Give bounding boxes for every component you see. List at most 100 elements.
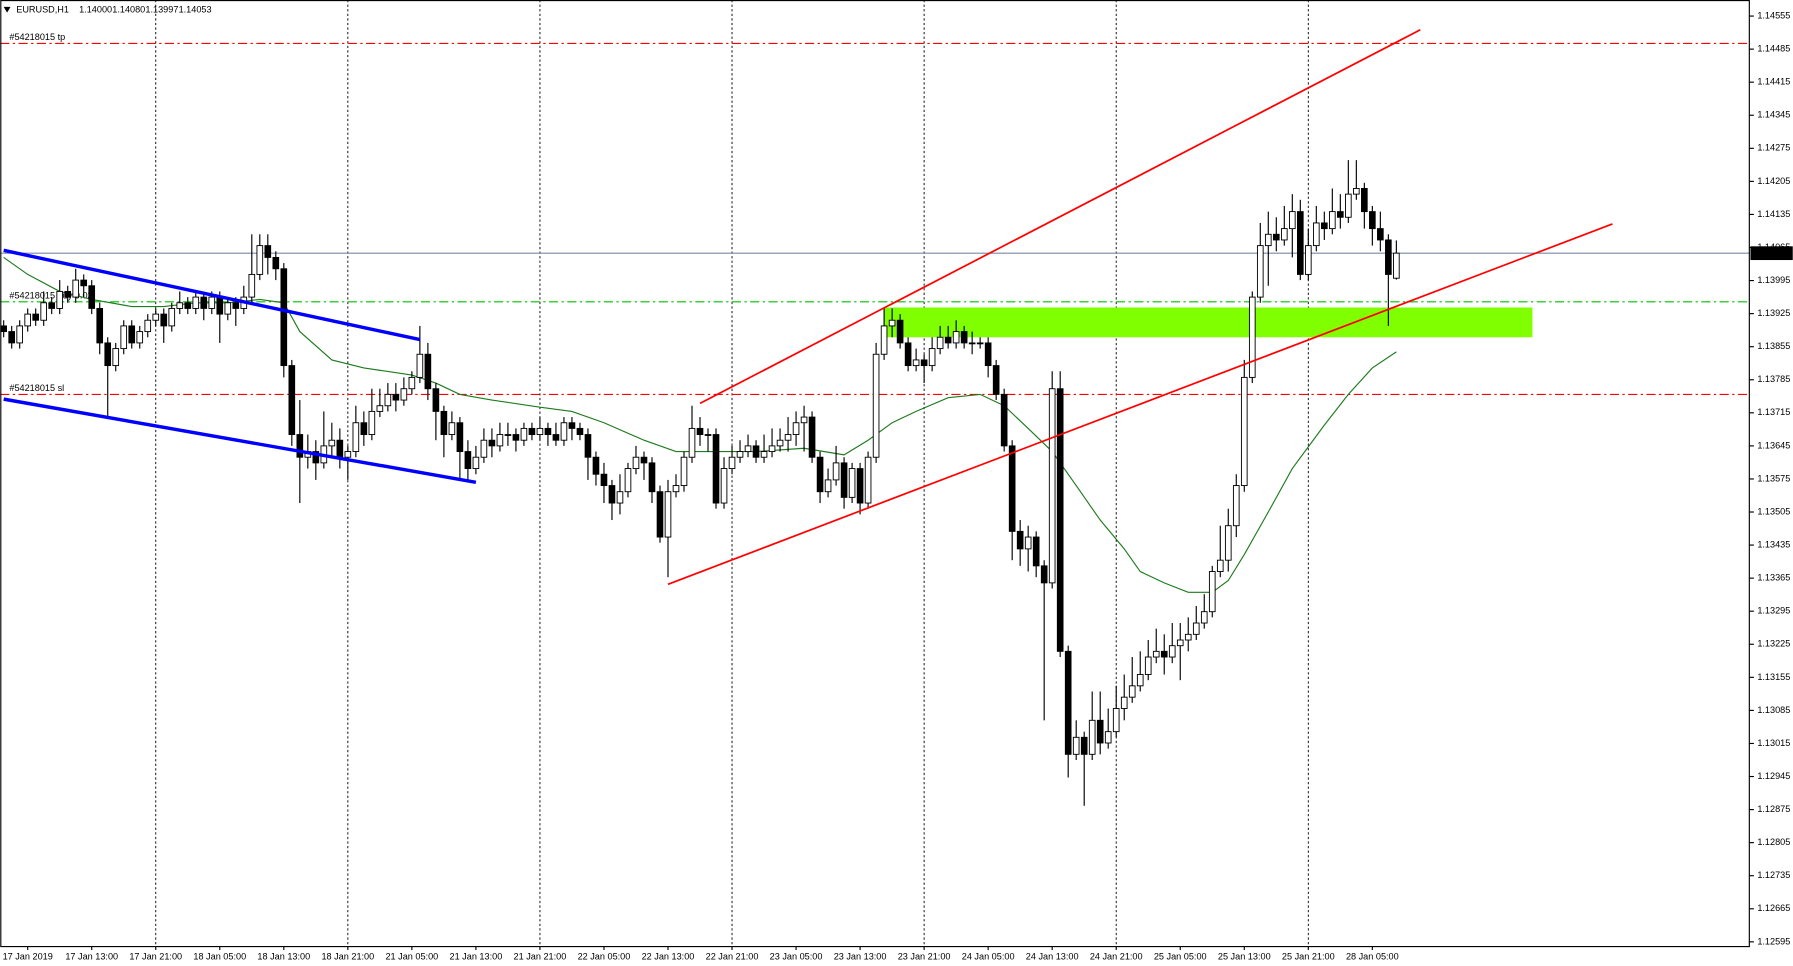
y-tick-label: 1.13435 <box>1757 540 1790 550</box>
x-tick-label: 21 Jan 05:00 <box>385 951 438 961</box>
candle-body <box>920 359 928 367</box>
candle-body <box>688 427 696 458</box>
candle-body <box>16 325 23 344</box>
candle-body <box>856 468 864 504</box>
candle-body <box>832 462 840 481</box>
candle-body <box>1152 650 1160 658</box>
x-tick-label: 22 Jan 13:00 <box>642 951 695 961</box>
candle-body <box>544 427 552 436</box>
candle-body <box>288 365 296 436</box>
candle-body <box>1176 639 1184 647</box>
candle-body <box>784 434 792 441</box>
candle-body <box>576 427 584 436</box>
candle-body <box>352 422 360 453</box>
symbol-header: EURUSD,H1 <box>16 5 69 15</box>
candle-body <box>176 302 184 309</box>
candle-body <box>1232 485 1240 527</box>
candle-body <box>224 302 232 315</box>
candle-body <box>632 456 640 470</box>
candle-body <box>448 422 456 436</box>
candle-body <box>1296 211 1304 275</box>
candle-body <box>1353 188 1360 195</box>
candle-body <box>1288 211 1296 230</box>
candle-body <box>840 462 848 498</box>
candle-body <box>392 393 400 401</box>
candle-body <box>864 456 872 504</box>
candle-body <box>216 296 224 315</box>
candle-body <box>408 376 416 390</box>
candle-body <box>968 342 976 345</box>
candle-body <box>1112 708 1120 733</box>
y-tick-label: 1.13855 <box>1757 341 1790 351</box>
candle-body <box>1120 696 1128 709</box>
candle-body <box>344 451 352 458</box>
symbol-menu-arrow[interactable] <box>3 6 11 13</box>
header-open: 1.14000 <box>79 5 112 15</box>
candle-body <box>648 462 656 493</box>
candle-body <box>512 434 520 441</box>
candle-body <box>1048 388 1056 584</box>
candle-body <box>960 331 968 344</box>
y-tick-label: 1.12595 <box>1757 936 1790 946</box>
y-tick-label: 1.12735 <box>1757 870 1790 880</box>
candle-body <box>264 245 272 258</box>
candle-body <box>1224 525 1232 561</box>
candle-body <box>1000 393 1008 447</box>
candle-body <box>816 456 824 493</box>
y-tick-label: 1.14485 <box>1757 44 1790 54</box>
candle-body <box>312 451 320 464</box>
candle-body <box>128 325 136 344</box>
order-level-label: #54218015 sl <box>9 383 64 393</box>
candle-body <box>1192 622 1200 635</box>
candle-body <box>1016 530 1024 550</box>
bid-label-box <box>1750 246 1793 261</box>
candle-body <box>1056 388 1064 652</box>
candle-body <box>1160 650 1168 658</box>
y-tick-label: 1.13925 <box>1757 308 1790 318</box>
candle-body <box>40 302 48 321</box>
candle-body <box>744 445 752 453</box>
candle-body <box>1200 611 1208 624</box>
candle-body <box>672 485 680 493</box>
candle-body <box>664 491 672 538</box>
candle-body <box>1168 645 1176 658</box>
y-tick-label: 1.14275 <box>1757 143 1790 153</box>
candle-body <box>616 491 624 504</box>
candle-body <box>656 491 664 538</box>
x-tick-label: 17 Jan 21:00 <box>129 951 182 961</box>
candle-body <box>760 451 768 458</box>
header-low: 1.13997 <box>145 5 178 15</box>
candle-body <box>936 336 944 350</box>
x-tick-label: 17 Jan 13:00 <box>65 951 118 961</box>
candle-body <box>592 456 600 475</box>
candle-body <box>1385 239 1392 275</box>
trendline <box>3 397 477 484</box>
candle-body <box>1369 211 1376 230</box>
candle-body <box>96 307 104 344</box>
trendline <box>3 248 421 342</box>
candle-body <box>552 434 560 441</box>
candle-body <box>232 302 240 309</box>
candle-body <box>160 313 168 327</box>
candle-body <box>376 405 384 412</box>
candle-body <box>944 336 952 344</box>
candle-body <box>1072 736 1080 755</box>
bid-label: 1.14053 <box>1755 248 1788 258</box>
candle-body <box>56 290 64 309</box>
candle-body <box>1256 245 1264 298</box>
y-tick-label: 1.12805 <box>1757 837 1790 847</box>
candle-body <box>1136 674 1144 687</box>
x-tick-label: 23 Jan 05:00 <box>770 951 823 961</box>
candle-body <box>280 268 288 367</box>
candle-body <box>528 427 536 436</box>
candle-body <box>1280 228 1288 241</box>
candle-body <box>192 296 200 309</box>
y-tick-label: 1.13295 <box>1757 606 1790 616</box>
candle-body <box>144 319 152 333</box>
candle-body <box>256 245 264 275</box>
candle-body <box>24 313 32 327</box>
candle-body <box>184 302 192 309</box>
candle-body <box>1321 222 1328 230</box>
candle-body <box>400 388 408 401</box>
x-tick-label: 24 Jan 13:00 <box>1026 951 1079 961</box>
